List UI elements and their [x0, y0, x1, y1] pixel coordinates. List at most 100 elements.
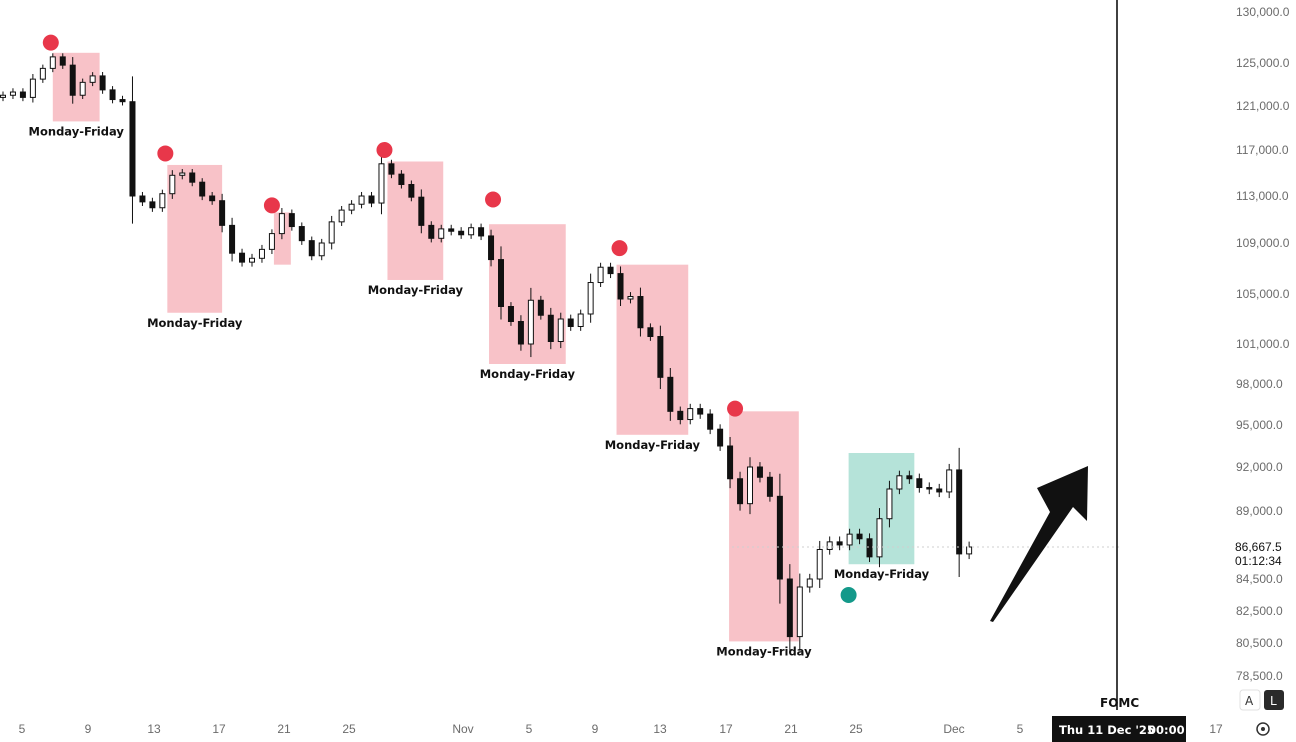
- up-arrow-icon: [990, 466, 1088, 622]
- candle-body: [507, 306, 514, 322]
- time-tick-label: 9: [592, 722, 599, 736]
- candle-body: [617, 273, 624, 300]
- time-tick-label: 25: [342, 722, 356, 736]
- candle-body: [836, 541, 843, 546]
- red-week-box: [616, 264, 689, 435]
- candle-body: [69, 64, 76, 96]
- candle-body: [278, 213, 285, 235]
- candle-body: [9, 91, 16, 96]
- candle-body: [537, 299, 544, 316]
- candle-body: [826, 541, 833, 550]
- candle-body: [239, 252, 246, 263]
- fomc-label: FOMC: [1100, 696, 1139, 710]
- candle-body: [468, 227, 475, 236]
- candle-body: [119, 99, 126, 103]
- candle-body: [129, 101, 136, 197]
- candle-body: [488, 235, 495, 261]
- candle-body: [209, 195, 216, 202]
- price-tick-label: 109,000.0: [1236, 236, 1290, 250]
- box-label: Monday-Friday: [605, 438, 701, 452]
- price-tick-label: 82,500.0: [1236, 604, 1283, 618]
- settings-icon[interactable]: [1256, 722, 1270, 736]
- box-label: Monday-Friday: [147, 316, 243, 330]
- time-tick-label: Nov: [452, 722, 473, 736]
- red-dot: [157, 145, 174, 162]
- candle-body: [896, 475, 903, 490]
- candle-body: [99, 75, 106, 91]
- candle-body: [308, 240, 315, 257]
- candle-body: [318, 242, 325, 257]
- candle-body: [189, 172, 196, 183]
- countdown-tag: 01:12:34: [1235, 554, 1282, 568]
- box-label: Monday-Friday: [480, 367, 576, 381]
- price-tick-label: 125,000.0: [1236, 56, 1290, 70]
- candle-body: [398, 173, 405, 185]
- current-price-tag: 86,667.5: [1235, 540, 1282, 554]
- time-axis[interactable]: 5 9 13 17 21 25 Nov 5 9 13 17 21 25 Dec 5 17: [19, 722, 1223, 736]
- time-tick-label: 13: [147, 722, 161, 736]
- candle-body: [766, 476, 773, 497]
- candle-body: [517, 321, 524, 345]
- red-dot: [485, 191, 502, 208]
- candle-body: [79, 81, 86, 96]
- candle-body: [29, 78, 36, 98]
- candle-body: [199, 181, 206, 197]
- candle-body: [567, 318, 574, 327]
- candle-body: [597, 266, 604, 284]
- price-tick-label: 78,500.0: [1236, 669, 1283, 683]
- candle-body: [438, 228, 445, 239]
- current-price-tag-bg: [1228, 538, 1296, 568]
- candle-body: [717, 428, 724, 447]
- candle-body: [89, 75, 96, 83]
- candle-body: [527, 299, 534, 345]
- red-week-box: [167, 164, 223, 313]
- time-tick-label: 17: [1209, 722, 1223, 736]
- candle-body: [388, 163, 395, 175]
- candle-body: [39, 67, 46, 80]
- candle-body: [786, 578, 793, 638]
- log-scale-button[interactable]: [1264, 690, 1284, 710]
- price-tick-label: 89,000.0: [1236, 504, 1283, 518]
- box-label: Monday-Friday: [834, 567, 930, 581]
- weekly-boxes: [52, 52, 915, 642]
- date-badge-bg: [1052, 716, 1186, 742]
- candle-body: [368, 195, 375, 204]
- candle-body: [747, 466, 753, 505]
- candle-body: [328, 221, 335, 244]
- box-label: Monday-Friday: [716, 644, 812, 658]
- candle-body: [926, 487, 933, 490]
- time-tick-label: 5: [19, 722, 26, 736]
- price-tick-label: 113,000.0: [1236, 189, 1289, 203]
- box-label: Monday-Friday: [368, 283, 464, 297]
- candle-body: [498, 259, 504, 308]
- candle-body: [806, 578, 813, 588]
- candle-body: [936, 488, 943, 493]
- candle-body: [707, 413, 714, 430]
- candle-body: [547, 314, 554, 342]
- candle-body: [667, 376, 674, 412]
- candle-body: [956, 469, 963, 555]
- candle-body: [966, 546, 973, 555]
- price-tick-label: 84,500.0: [1236, 572, 1283, 586]
- red-week-box: [387, 161, 444, 280]
- price-tick-label: 92,000.0: [1236, 460, 1283, 474]
- red-dot: [727, 400, 744, 417]
- log-scale-label: L: [1270, 694, 1277, 708]
- candle-body: [19, 91, 26, 98]
- candle-body: [697, 408, 704, 415]
- candle-body: [816, 548, 823, 580]
- time-tick-label: 17: [719, 722, 733, 736]
- candle-body: [557, 318, 564, 342]
- candle-body: [179, 172, 186, 176]
- candle-body: [298, 226, 305, 242]
- candle-body: [358, 195, 365, 205]
- candle-body: [338, 209, 345, 223]
- box-label: Monday-Friday: [29, 124, 125, 138]
- box-labels: Monday-Friday Monday-Friday Monday-Friday M…: [29, 124, 930, 658]
- price-axis[interactable]: 130,000.0 125,000.0 121,000.0 117,000.0 113,…: [1236, 5, 1290, 683]
- candle-body: [49, 56, 56, 69]
- date-badge-time: 00:00: [1148, 723, 1185, 737]
- auto-scale-button[interactable]: [1239, 689, 1261, 711]
- candle-body: [109, 89, 116, 101]
